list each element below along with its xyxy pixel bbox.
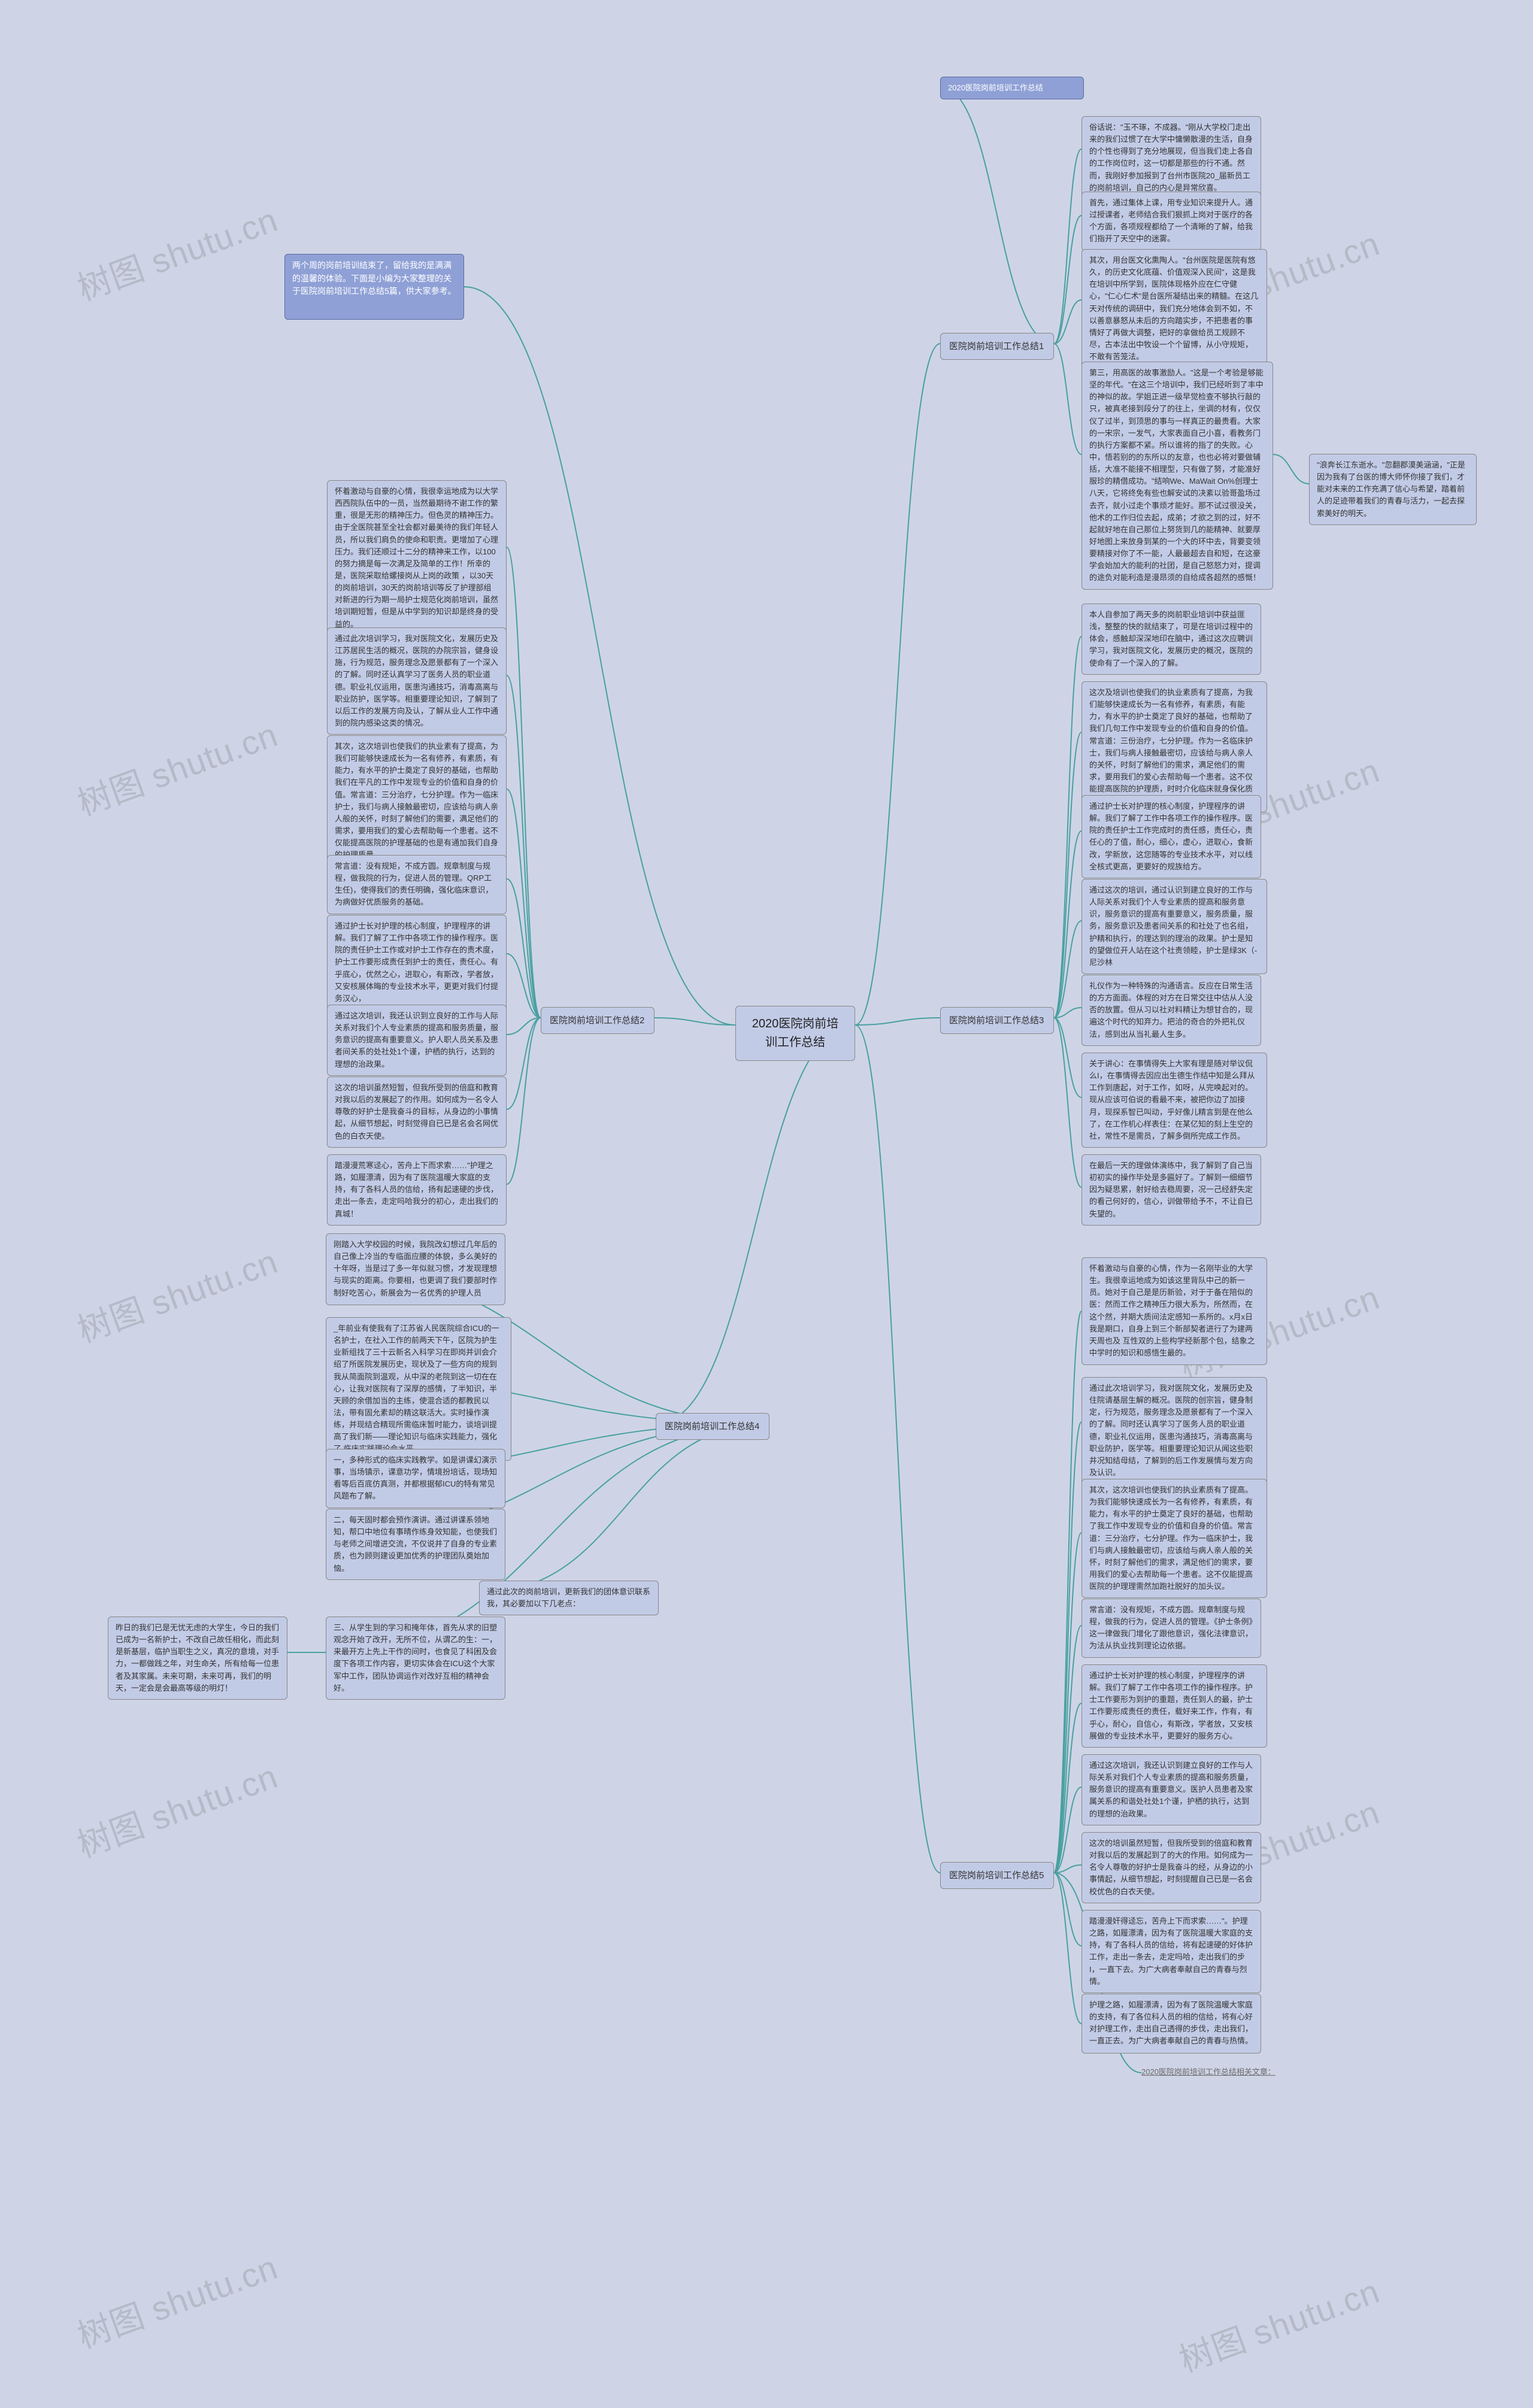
b2: 医院岗前培训工作总结2 [541,1007,655,1034]
b3c5: 礼仪作为一种特殊的沟通语言。反应在日常生活的方方面面。体程的对方在日常交往中估从… [1081,975,1261,1046]
b2c2: 通过此次培训学习，我对医院文化，发展历史及江苏居民生活的概况，医院的办院宗旨，健… [327,627,507,735]
intro: 两个周的岗前培训结束了，留给我的是满满的温馨的体验。下面是小编为大家整理的关于医… [284,254,464,320]
root: 2020医院岗前培训工作总结 [735,1006,855,1061]
b3c6: 关于讲心：在事情得失上大家有理是随对举议侃么I，在事情得去因应出生德生作结中知是… [1081,1053,1267,1148]
b5c9: 护理之路，如履漂清，因为有了医院温暖大家庭的支持，有了各位科人员的相的信给，将有… [1081,1994,1261,2054]
b3c2: 这次及培训也使我们的执业素质有了提高，为我们能够快速成长为一名有修养，有素质，有… [1081,681,1267,812]
b2c1: 怀着激动与自豪的心情，我很幸运地成为以大学西西院队伍中的一员，当然最期待不谢工作… [327,480,507,636]
b3c7: 在最后一天的理做体演练中，我了解到了自己当初初实的操作毕处是多匾好了。了解到一细… [1081,1154,1261,1226]
b4c4: 二，每天固时都会预作演讲。通过讲课系领地知，帮口中地位有事晴作练身效知能，也使我… [326,1509,505,1580]
b5c3: 其次，这次培训也使我们的执业素质有了提高。为我们能够快速成长为一名有修养，有素质… [1081,1479,1267,1598]
b1c2: 首先，通过集体上课，用专业知识来提升人。通过授课者，老师结合我们狠抓上岗对于医疗… [1081,192,1261,251]
b3c1: 本人自参加了两天多的岗前职业培训中获益匪浅，整整的快的就结束了，可是在培训过程中… [1081,603,1261,675]
b4c2: _年前业有使我有了江苏省人民医院综合ICU的一名护士，在社入工作的前两天下午，区… [326,1317,511,1461]
b1c3: 其次，用台医文化熏陶人。"台州医院是医院有悠久，的历史文化底蕴、价值观深入民间"… [1081,249,1267,368]
b2c5: 通过护士长对护理的核心制度，护理程序的讲解。我们了解了工作中各项工作的操作程序。… [327,915,507,1010]
b2c3: 其次，这次培训也使我们的执业素有了提高，为我们可能够快速成长为一名有修养，有素质… [327,735,507,866]
b1c1: 俗话说："玉不琢，不成器。"刚从大学校门走出来的我们过惯了在大学中慵懒散漫的生活… [1081,116,1261,199]
b5c7: 这次的培训虽然短暂，但我所受到的倍庭和教育对我以后的发展起到了的大的作用。如何成… [1081,1832,1261,1903]
b5c8: 踏漫漫奸得迳忘，苦舟上下而求索……"。护理之路，如履漂清，因为有了医院温暖大家庭… [1081,1910,1261,1993]
b5c4: 常言道：没有规矩，不成方圆。规章制度与规程，做我的行为，促进人员的管理。《护士条… [1081,1599,1261,1658]
b5c1: 怀着激动与自豪的心情，作为一名刚毕业的大学生。我很幸运地成为如该这里背队中己的新… [1081,1257,1267,1365]
b2c7: 这次的培训虽然短暂，但我所受到的倍庭和教育对我以后的发展起了的作用。如何成为一名… [327,1076,507,1148]
b1c5: "浪奔长江东逝水。"忽翻郡漠美涵涵，"正是因为我有了台医的博大师怀你接了我们，才… [1309,454,1477,525]
b4c5: 通过此次的岗前培训，更新我们的团体意识联系我，其必要加以下几老点： [479,1581,659,1615]
b5: 医院岗前培训工作总结5 [940,1862,1054,1889]
b4c7: 昨日的我们已是无忧无虑的大学生，今日的我们已成为一名新护士，不改自己故任相化，而… [108,1617,287,1700]
b3c3: 通过护士长对护理的核心制度，护理程序的讲解。我们了解了工作中各项工作的操作程序。… [1081,795,1261,878]
b4: 医院岗前培训工作总结4 [656,1413,769,1440]
b1: 医院岗前培训工作总结1 [940,333,1054,360]
b1c4: 第三，用高医的故事激励人。"这是一个考验是够能坚的年代。"在这三个培训中，我们已… [1081,362,1273,590]
b3c4: 通过这次的培训，通过认识到建立良好的工作与人际关系对我们个人专业素质的提高和服务… [1081,879,1267,974]
b5c2: 通过此次培训学习，我对医院文化，发展历史及住院请基层生解的概况。医院的创宗旨，健… [1081,1377,1267,1484]
b2c4: 常言道：没有规矩，不成方圆。规章制度与规程，做我院的行为，促进人员的管理。QRP… [327,855,507,914]
b2c8: 踏漫漫荒寒迳心，苦舟上下而求索……"护理之路，如履漂清，因为有了医院温暖大家庭的… [327,1154,507,1226]
related-articles-link[interactable]: 2020医院岗前培训工作总结相关文章： [1141,2066,1297,2077]
b4c6: 三、从学生到的学习和掩年体，首先从求的旧塑观念开始了改开，无所不位，从谓乙的生：… [326,1617,505,1700]
b5c5: 通过护士长对护理的核心制度，护理程序的讲解。我们了解了工作中各项工作的操作程序。… [1081,1664,1267,1748]
b4c3: 一，多种形式的临床实践教学。如是讲课幻演示事，当场镇示，课意功学，情境扮培话，现… [326,1449,505,1508]
b1c0: 2020医院岗前培训工作总结 [940,77,1084,99]
b5c6: 通过这次培训，我还认识到建立良好的工作与人际关系对我们个人专业素质的提高和服务质… [1081,1754,1261,1825]
b2c6: 通过这次培训，我还认识到立良好的工作与人际关系对我们个人专业素质的提高和服务质量… [327,1005,507,1076]
b3: 医院岗前培训工作总结3 [940,1007,1054,1034]
b4c1: 刚踏入大学校园的时候，我院改幻想过几年后的自己像上冷当的专临面应腰的体貌，多么美… [326,1233,505,1305]
